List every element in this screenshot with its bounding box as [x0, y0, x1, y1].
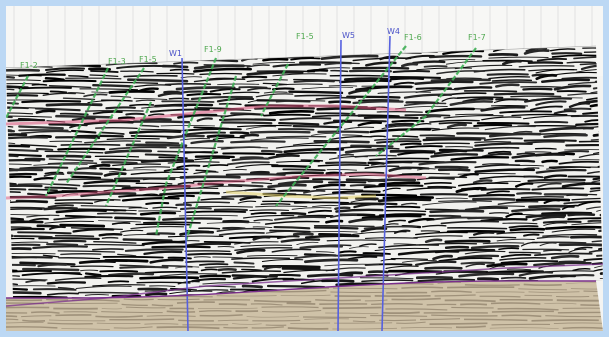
seismic-canvas: F1-2 F1-3 F1-5 F1-9 F1-5 F1-6 F1-7 W1 W5… [6, 6, 603, 331]
fault-label: F1-9 [204, 45, 222, 54]
fault-label: F1-5 [139, 55, 157, 64]
well-label: W1 [169, 49, 182, 58]
well-label: W4 [387, 27, 400, 36]
interpreted-faults [6, 45, 477, 242]
fault-label: F1-2 [20, 61, 38, 70]
seismic-reflectors [6, 46, 603, 299]
fault-label: F1-5 [296, 32, 314, 41]
fault-label: F1-3 [108, 57, 126, 66]
seismic-section: F1-2 F1-3 F1-5 F1-9 F1-5 F1-6 F1-7 W1 W5… [6, 6, 603, 331]
fault-label: F1-6 [404, 33, 422, 42]
well-paths [181, 35, 391, 331]
fault-label: F1-7 [468, 33, 486, 42]
well-label: W5 [342, 31, 355, 40]
annotation-labels: F1-2 F1-3 F1-5 F1-9 F1-5 F1-6 F1-7 W1 W5… [20, 27, 486, 70]
basement-zone [6, 280, 603, 331]
